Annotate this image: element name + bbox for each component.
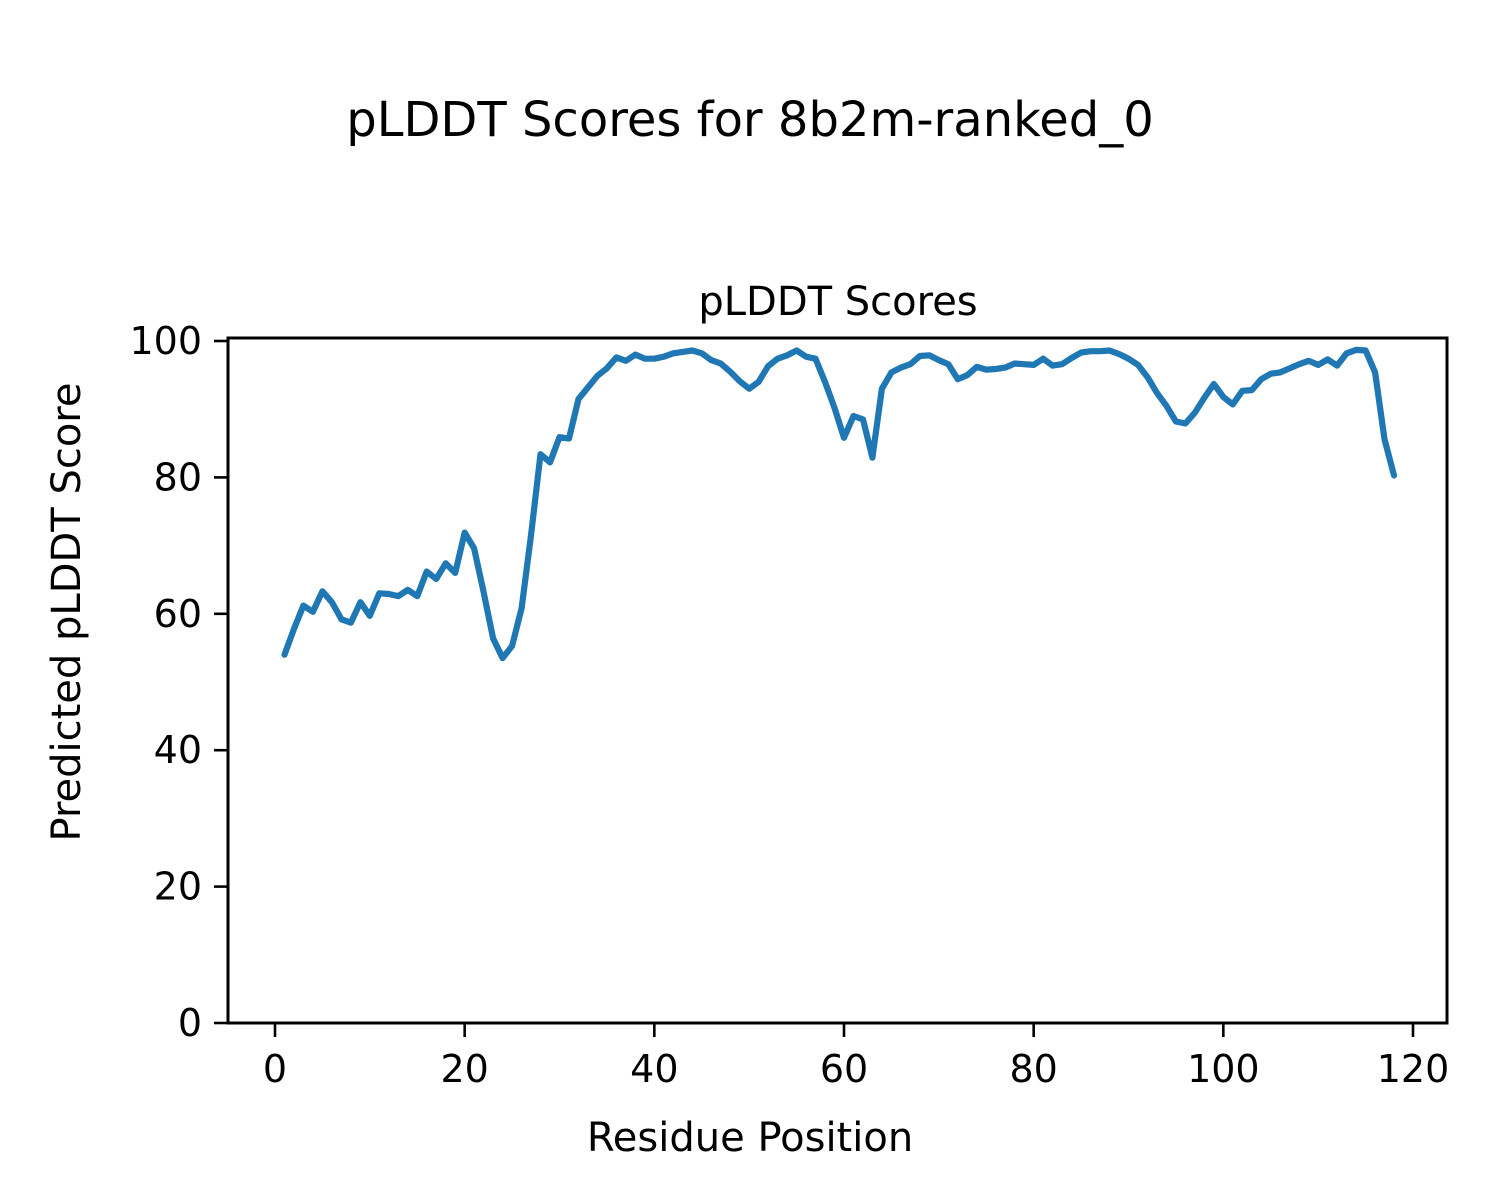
x-tick-label: 80 [1009,1047,1057,1091]
plddt-line [281,346,1398,662]
axes-title: pLDDT Scores [698,279,977,325]
figure-suptitle: pLDDT Scores for 8b2m-ranked_0 [346,92,1154,148]
x-axis-label: Residue Position [587,1115,913,1161]
plot-area [226,336,1449,1025]
x-tick-label: 100 [1187,1047,1260,1091]
y-tick-label: 0 [178,1001,202,1045]
y-axis-ticks: 0 20 40 60 80 100 [129,319,228,1045]
x-tick-label: 120 [1377,1047,1450,1091]
x-tick-label: 40 [630,1047,678,1091]
y-tick-label: 80 [154,455,202,499]
x-tick-label: 0 [263,1047,287,1091]
x-axis-ticks: 0 20 40 60 80 100 120 [263,1023,1449,1091]
y-tick-label: 40 [154,728,202,772]
y-tick-label: 100 [129,319,202,363]
x-tick-label: 20 [440,1047,488,1091]
y-tick-label: 60 [154,592,202,636]
y-tick-label: 20 [154,865,202,909]
y-axis-label: Predicted pLDDT Score [44,383,90,842]
x-tick-label: 60 [820,1047,868,1091]
